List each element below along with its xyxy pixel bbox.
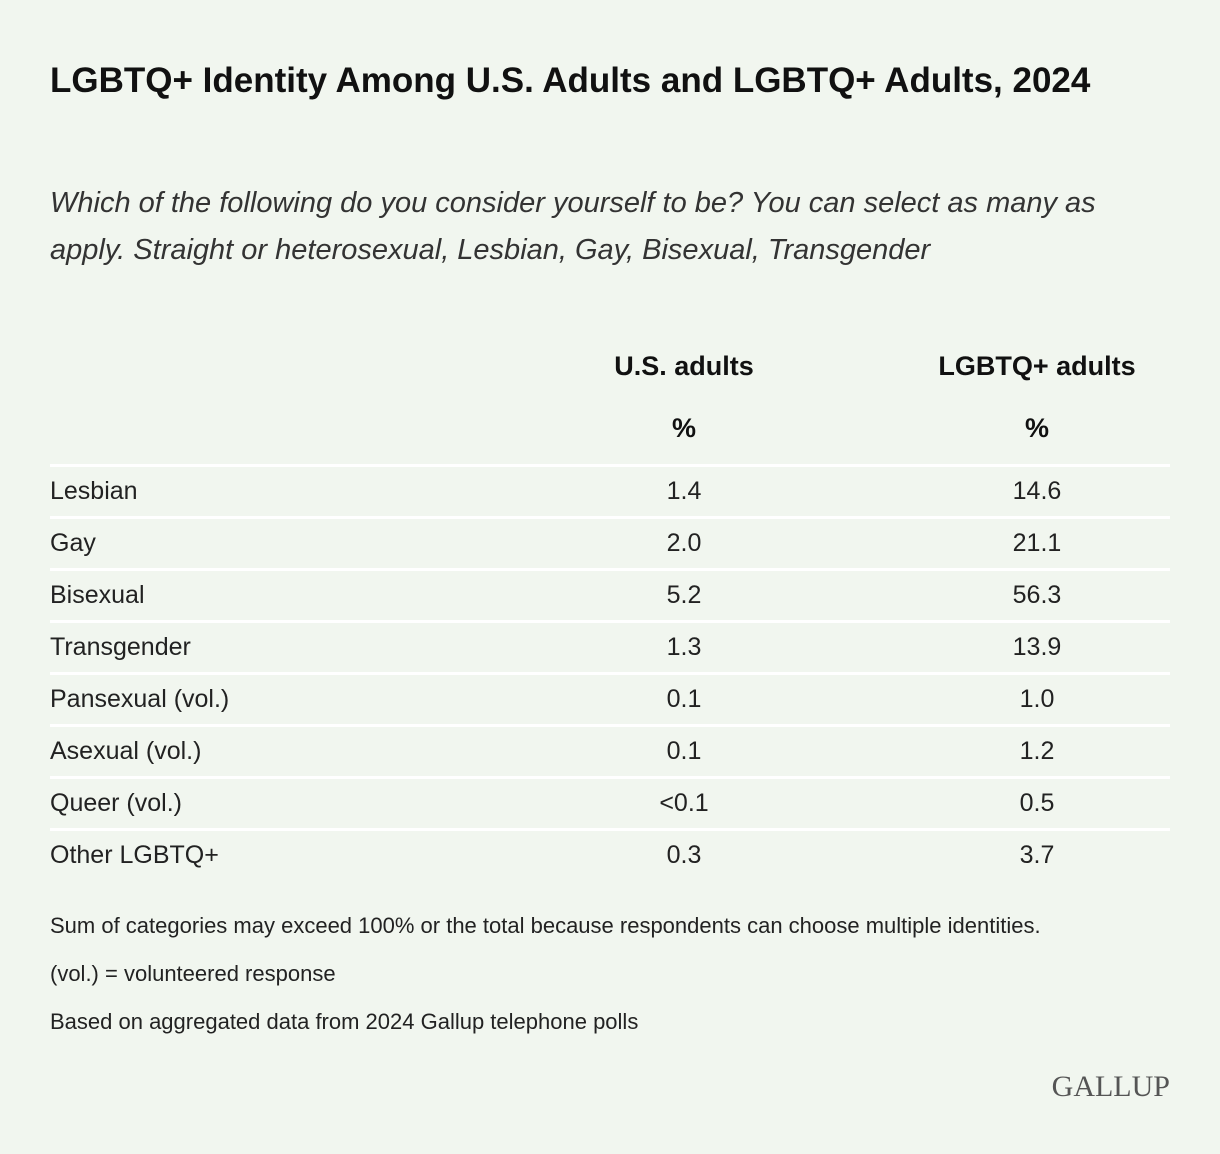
column-unit: % <box>671 413 696 443</box>
table-row: Asexual (vol.) 0.1 1.2 <box>50 724 1170 776</box>
column-header: LGBTQ+ adults <box>938 351 1136 381</box>
row-label: Gay <box>50 529 96 557</box>
row-label: Transgender <box>50 633 191 661</box>
cell-value: 3.7 <box>1019 841 1055 869</box>
row-label: Other LGBTQ+ <box>50 841 219 869</box>
cell-value: <0.1 <box>659 789 709 817</box>
column-header: U.S. adults <box>614 351 754 381</box>
cell-value: 0.1 <box>666 737 702 765</box>
table-row: Transgender 1.3 13.9 <box>50 620 1170 672</box>
column-unit: % <box>1024 413 1049 443</box>
row-label: Lesbian <box>50 477 138 505</box>
cell-value: 5.2 <box>666 581 702 609</box>
row-label: Bisexual <box>50 581 145 609</box>
note: Sum of categories may exceed 100% or the… <box>50 913 1041 938</box>
cell-value: 0.5 <box>1019 789 1055 817</box>
table-row: Other LGBTQ+ 0.3 3.7 <box>50 828 1170 880</box>
subtitle: Which of the following do you consider y… <box>50 187 1096 266</box>
cell-value: 1.0 <box>1019 685 1055 713</box>
unit-row: % % <box>50 402 1170 464</box>
table-row: Gay 2.0 21.1 <box>50 516 1170 568</box>
cell-value: 1.4 <box>666 477 702 505</box>
title: LGBTQ+ Identity Among U.S. Adults and LG… <box>50 61 1091 100</box>
cell-value: 56.3 <box>1012 581 1062 609</box>
cell-value: 2.0 <box>666 529 702 557</box>
cell-value: 1.2 <box>1019 737 1055 765</box>
cell-value: 1.3 <box>666 633 702 661</box>
table: U.S. adults LGBTQ+ adults % % Lesbian 1.4… <box>50 340 1170 880</box>
cell-value: 0.1 <box>666 685 702 713</box>
header-row: U.S. adults LGBTQ+ adults <box>50 340 1170 402</box>
cell-value: 0.3 <box>666 841 702 869</box>
note: Based on aggregated data from 2024 Gallu… <box>50 1009 639 1034</box>
table-row: Pansexual (vol.) 0.1 1.0 <box>50 672 1170 724</box>
row-label: Asexual (vol.) <box>50 737 202 765</box>
table-row: Bisexual 5.2 56.3 <box>50 568 1170 620</box>
cell-value: 14.6 <box>1012 477 1062 505</box>
cell-value: 21.1 <box>1012 529 1062 557</box>
cell-value: 13.9 <box>1012 633 1062 661</box>
row-label: Pansexual (vol.) <box>50 685 230 713</box>
row-label: Queer (vol.) <box>50 789 182 817</box>
table-row: Lesbian 1.4 14.6 <box>50 464 1170 516</box>
logo: GALLUP <box>1051 1070 1170 1103</box>
table-row: Queer (vol.) <0.1 0.5 <box>50 776 1170 828</box>
note: (vol.) = volunteered response <box>50 961 336 986</box>
